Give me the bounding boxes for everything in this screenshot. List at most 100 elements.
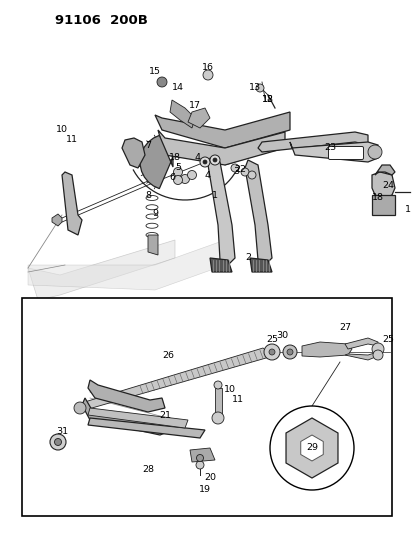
Text: 9: 9 (152, 208, 158, 217)
Polygon shape (147, 235, 158, 255)
Text: 5: 5 (175, 164, 180, 173)
Text: 7: 7 (145, 141, 151, 149)
Text: 18: 18 (169, 154, 180, 163)
Text: 18: 18 (261, 95, 273, 104)
Polygon shape (344, 338, 377, 349)
Text: 1: 1 (404, 206, 410, 214)
Circle shape (55, 439, 62, 446)
Polygon shape (170, 100, 195, 128)
Circle shape (50, 434, 66, 450)
Polygon shape (371, 195, 394, 215)
Text: 91106  200B: 91106 200B (55, 14, 147, 27)
Circle shape (199, 157, 209, 167)
Text: 25: 25 (381, 335, 393, 344)
Polygon shape (190, 448, 214, 462)
Circle shape (240, 168, 248, 176)
Polygon shape (188, 108, 209, 128)
Polygon shape (62, 172, 82, 235)
Text: 27: 27 (338, 324, 350, 333)
Text: 22: 22 (233, 166, 245, 174)
Text: 29: 29 (305, 443, 317, 453)
Text: 11: 11 (231, 395, 243, 405)
Circle shape (195, 461, 204, 469)
Text: 4: 4 (204, 171, 211, 180)
Polygon shape (158, 130, 284, 165)
Text: 13: 13 (248, 84, 261, 93)
Circle shape (212, 158, 216, 162)
Text: 1: 1 (211, 190, 218, 199)
Circle shape (74, 402, 86, 414)
Circle shape (367, 145, 381, 159)
Polygon shape (257, 132, 367, 152)
Circle shape (211, 412, 223, 424)
Text: 30: 30 (275, 330, 287, 340)
Polygon shape (28, 240, 224, 290)
Text: 31: 31 (56, 427, 68, 437)
Polygon shape (374, 165, 394, 175)
Text: 11: 11 (66, 135, 78, 144)
Text: 20: 20 (204, 473, 216, 482)
Text: 23: 23 (323, 143, 335, 152)
Polygon shape (140, 135, 173, 189)
Polygon shape (371, 172, 394, 198)
Polygon shape (52, 214, 62, 226)
Circle shape (372, 350, 382, 360)
Text: 21: 21 (159, 410, 171, 419)
Circle shape (157, 77, 166, 87)
Circle shape (202, 70, 212, 80)
Polygon shape (344, 352, 377, 360)
Text: 8: 8 (145, 190, 151, 199)
Text: 16: 16 (202, 63, 214, 72)
Text: 6: 6 (169, 174, 175, 182)
Text: 10: 10 (56, 125, 68, 134)
Polygon shape (82, 398, 171, 435)
Polygon shape (244, 160, 271, 265)
Text: 17: 17 (189, 101, 201, 109)
Circle shape (214, 381, 221, 389)
Polygon shape (78, 348, 272, 412)
Circle shape (268, 349, 274, 355)
Circle shape (173, 175, 182, 184)
Circle shape (187, 171, 196, 180)
Polygon shape (301, 342, 351, 357)
Text: 28: 28 (142, 465, 154, 474)
Polygon shape (88, 408, 188, 428)
Text: 25: 25 (266, 335, 277, 344)
Polygon shape (28, 240, 175, 300)
FancyBboxPatch shape (328, 147, 363, 159)
Polygon shape (214, 388, 221, 415)
Text: 4: 4 (195, 154, 201, 163)
Text: 2: 2 (244, 254, 250, 262)
Circle shape (173, 167, 182, 176)
Polygon shape (289, 142, 377, 162)
Circle shape (230, 164, 238, 172)
Polygon shape (209, 258, 231, 272)
Circle shape (263, 344, 279, 360)
Polygon shape (88, 418, 204, 438)
Circle shape (247, 171, 255, 179)
Polygon shape (285, 418, 337, 478)
Text: 18: 18 (371, 193, 383, 203)
Text: 10: 10 (223, 385, 235, 394)
Circle shape (180, 174, 189, 183)
FancyBboxPatch shape (22, 298, 391, 516)
Polygon shape (207, 158, 235, 265)
Text: 14: 14 (171, 84, 183, 93)
Circle shape (282, 345, 296, 359)
Text: 3: 3 (233, 167, 238, 176)
Polygon shape (249, 258, 271, 272)
Polygon shape (122, 138, 145, 168)
Circle shape (209, 155, 219, 165)
Circle shape (202, 160, 206, 164)
Text: 24: 24 (381, 181, 393, 190)
Text: 19: 19 (199, 486, 211, 495)
Circle shape (286, 349, 292, 355)
Text: 15: 15 (149, 68, 161, 77)
Polygon shape (88, 380, 165, 412)
Text: 26: 26 (161, 351, 173, 359)
Circle shape (196, 455, 203, 462)
Text: 12: 12 (261, 95, 273, 104)
Polygon shape (300, 435, 323, 461)
Polygon shape (154, 112, 289, 148)
Circle shape (255, 84, 263, 92)
